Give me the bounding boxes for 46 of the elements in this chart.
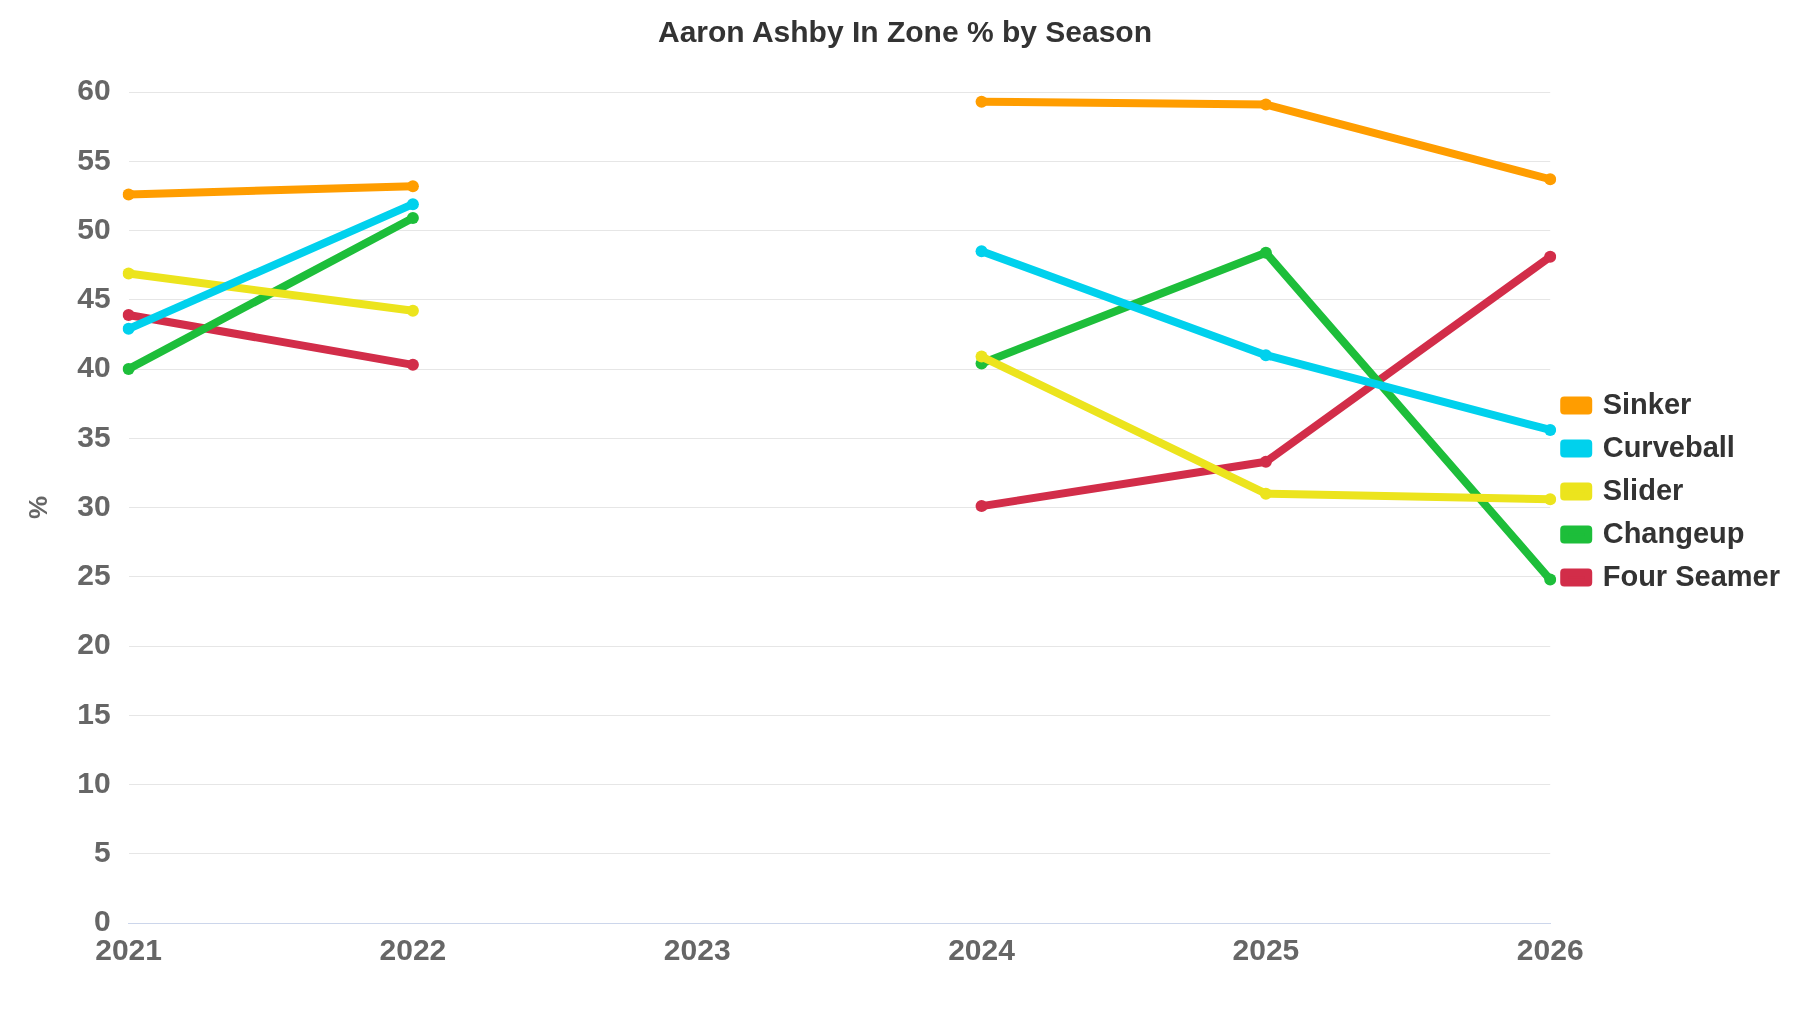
x-tick-label: 2025 [1232,933,1300,967]
point [975,245,988,258]
y-tick-label: 40 [77,350,111,384]
point [1259,455,1272,468]
point [975,350,988,363]
y-tick-label: 10 [77,765,111,799]
point [406,358,419,371]
point [975,500,988,513]
y-axis-title: % [22,495,53,520]
y-tick-label: 60 [77,73,111,107]
y-tick-label: 15 [77,696,111,730]
point [1544,173,1557,186]
y-tick-label: 25 [77,558,111,592]
x-tick-label: 2023 [663,933,731,967]
legend-label: Changeup [1602,516,1745,549]
x-tick-label: 2022 [379,933,447,967]
x-tick-label: 2024 [948,933,1016,967]
point [122,188,135,201]
y-tick-label: 30 [77,488,111,522]
x-tick-label: 2026 [1516,933,1584,967]
point [406,198,419,211]
point [1544,573,1557,586]
y-tick-label: 20 [77,627,111,661]
y-tick-label: 55 [77,142,111,176]
point [1544,423,1557,436]
point [122,322,135,335]
y-tick-label: 35 [77,419,111,453]
point [1544,493,1557,506]
legend-label: Four Seamer [1602,559,1781,592]
point [975,95,988,108]
point [122,267,135,280]
legend-label: Curveball [1602,430,1735,463]
point [1544,250,1557,263]
legend-label: Sinker [1602,387,1692,420]
legend-label: Slider [1602,473,1684,506]
point [122,308,135,321]
y-tick-label: 5 [93,835,111,869]
point [1259,349,1272,362]
point [1259,98,1272,111]
point [1259,246,1272,259]
y-tick-label: 50 [77,211,111,245]
point [122,363,135,375]
point [406,212,419,225]
y-tick-label: 45 [77,281,111,315]
chart-title: Aaron Ashby In Zone % by Season [658,15,1152,49]
point [1259,487,1272,500]
